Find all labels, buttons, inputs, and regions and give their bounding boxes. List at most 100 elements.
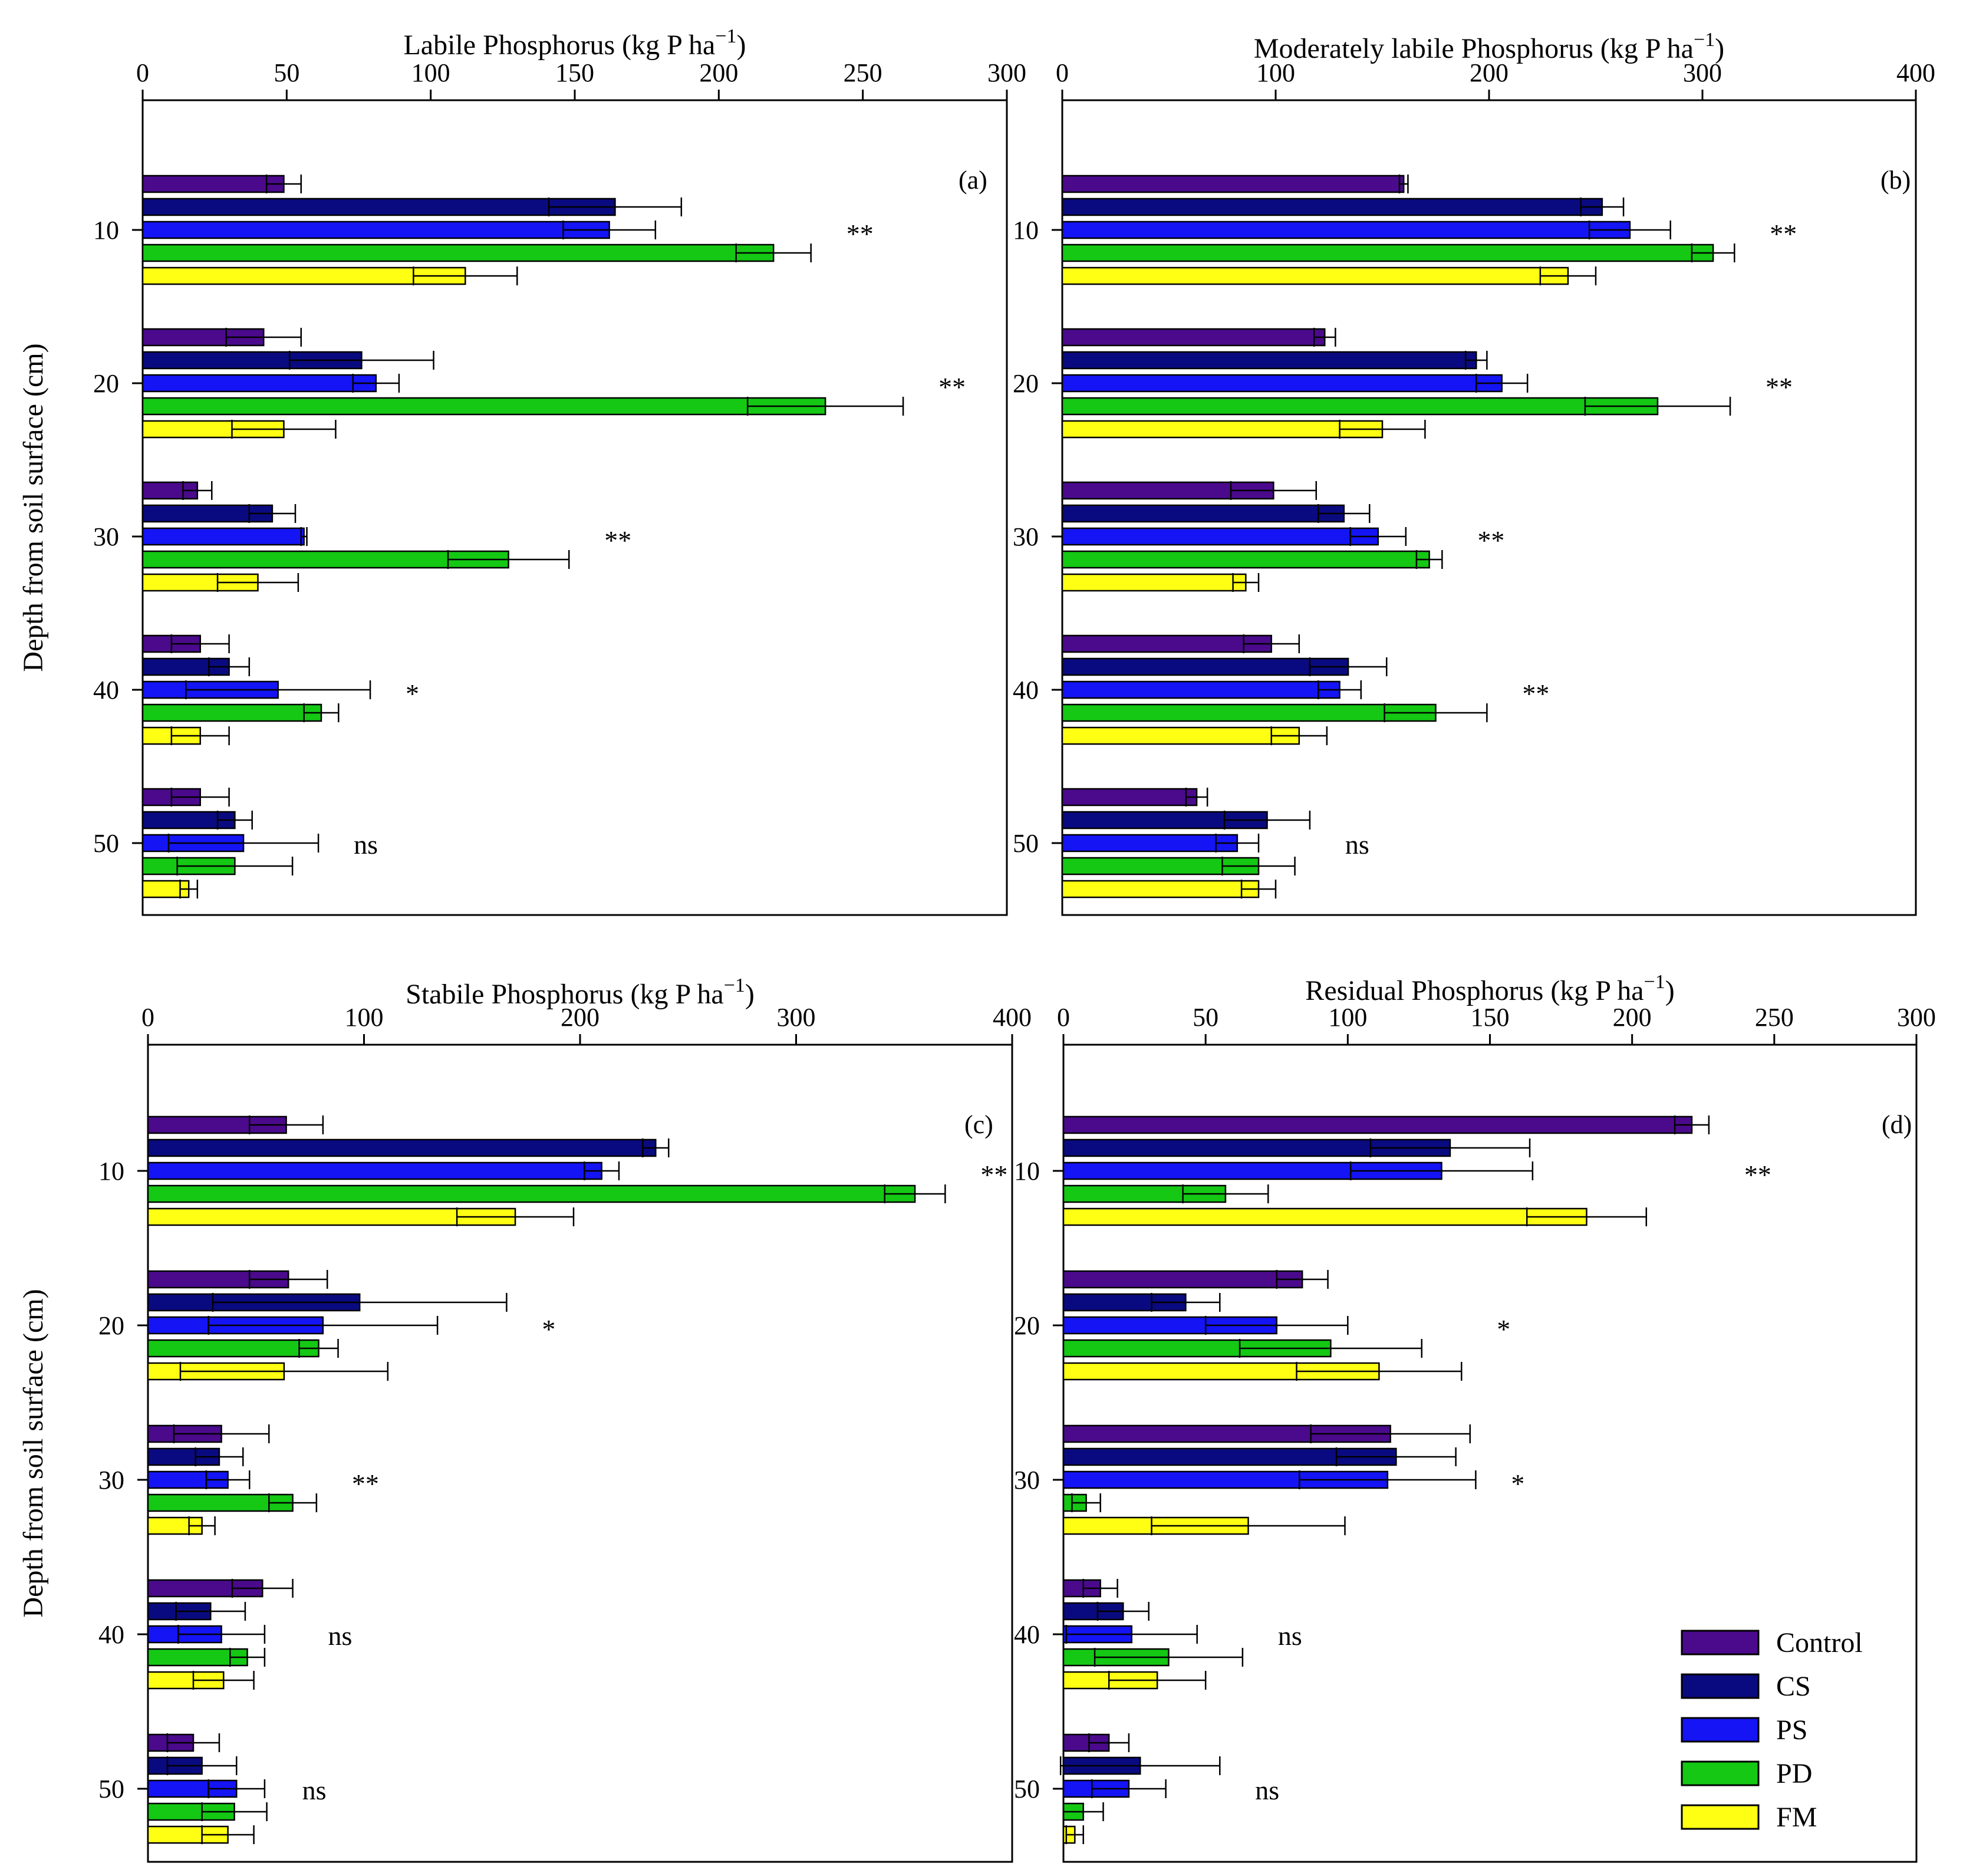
panel-d: Residual Phosphorus (kg P ha−1) (d) 0 50 1… (1014, 971, 1936, 1863)
panel-b-significance: ** (1477, 525, 1504, 555)
panel-b-ytick-label: 10 (1013, 216, 1039, 245)
panel-a-bar-ps-20 (141, 374, 377, 393)
panel-a-xtick-label: 100 (411, 58, 450, 87)
panel-b-bar-ps-30 (1061, 527, 1379, 546)
panel-d-significance: ** (1744, 1160, 1771, 1190)
panel-c-xtick-label: 200 (561, 1003, 600, 1032)
panel-c-ytick-label: 10 (98, 1157, 124, 1186)
panel-b-label: (b) (1880, 166, 1911, 195)
legend-swatch-ps (1681, 1717, 1760, 1743)
panel-b-bar-fm-40 (1061, 726, 1300, 745)
panel-d-bar-control-20 (1062, 1270, 1303, 1289)
panel-a-xtick-label: 250 (844, 58, 882, 87)
legend-swatch-control (1681, 1630, 1760, 1656)
panel-b-significance: ** (1522, 679, 1549, 709)
panel-c-ytick-label: 30 (98, 1466, 124, 1495)
panel-b-ytick-label: 20 (1013, 369, 1039, 398)
panel-b-bar-ps-10 (1061, 220, 1631, 239)
panel-b-bar-pd-40 (1061, 703, 1437, 722)
legend-swatch-pd (1681, 1760, 1760, 1786)
panel-d-xtick-label: 250 (1755, 1003, 1794, 1032)
panel-a-xtick-label: 50 (274, 58, 299, 87)
panel-d-xtick-label: 150 (1471, 1003, 1510, 1032)
panel-d-label: (d) (1882, 1110, 1912, 1139)
panel-d-xtick-label: 50 (1193, 1003, 1218, 1032)
panel-c-bar-pd-10 (147, 1184, 916, 1203)
panel-d-bar-control-10 (1062, 1115, 1693, 1134)
panel-a-bar-fm-10 (141, 266, 466, 285)
panel-d-bar-fm-10 (1062, 1207, 1587, 1226)
panel-b-bar-fm-30 (1061, 573, 1247, 592)
panel-a-xtick-label: 200 (699, 58, 738, 87)
panel-a-bar-pd-10 (141, 243, 775, 262)
panel-b-xtick-label: 300 (1683, 58, 1722, 87)
panel-a-significance: ** (604, 525, 631, 555)
legend-label-cs: CS (1776, 1671, 1811, 1702)
panel-d-significance: ns (1278, 1621, 1302, 1651)
panel-c-xtick-label: 400 (993, 1003, 1032, 1032)
panel-a-title: Labile Phosphorus (kg P ha−1) (403, 25, 746, 61)
panel-a-ytick-label: 50 (93, 829, 119, 858)
panel-c-significance: ** (352, 1469, 379, 1499)
panel-a-bar-ps-30 (141, 527, 305, 546)
panel-d-significance: ns (1255, 1775, 1279, 1805)
panel-a-ytick-label: 20 (93, 369, 119, 398)
panel-a-ytick-label: 40 (93, 676, 119, 705)
panel-c-ytick-label: 20 (98, 1311, 124, 1340)
panel-b: Moderately labile Phosphorus (kg P ha−1)… (1013, 29, 1935, 916)
panel-d-xtick-label: 100 (1328, 1003, 1367, 1032)
panel-a-ytick-label: 30 (93, 522, 119, 551)
panel-c-label: (c) (964, 1110, 993, 1139)
panel-b-xtick-label: 200 (1470, 58, 1509, 87)
legend-label-ps: PS (1776, 1714, 1807, 1746)
panel-b-bar-control-40 (1061, 634, 1273, 653)
panel-a-bar-cs-10 (141, 198, 616, 216)
y-axis-title-top: Depth from soil surface (cm) (18, 343, 49, 672)
legend-swatch-cs (1681, 1673, 1760, 1699)
panel-b-bar-fm-10 (1061, 266, 1569, 285)
panel-b-bar-cs-20 (1061, 351, 1477, 370)
panel-c-xtick-label: 100 (345, 1003, 384, 1032)
panel-c-bar-pd-20 (147, 1339, 320, 1358)
panel-d-xtick-label: 300 (1897, 1003, 1936, 1032)
panel-c-xtick-label: 300 (777, 1003, 816, 1032)
legend-label-fm: FM (1776, 1802, 1817, 1833)
panel-b-ytick-label: 40 (1013, 676, 1039, 705)
panel-b-ytick-label: 30 (1013, 522, 1039, 551)
legend-swatch-fm (1681, 1804, 1760, 1830)
panel-b-bar-cs-30 (1061, 504, 1345, 523)
panel-c-ytick-label: 40 (98, 1620, 124, 1649)
y-axis-title-bottom: Depth from soil surface (cm) (18, 1289, 49, 1617)
panel-b-bar-ps-40 (1061, 680, 1340, 699)
panel-d-significance: * (1511, 1469, 1524, 1499)
panel-c-bar-cs-10 (147, 1138, 657, 1157)
panel-c-ytick-label: 50 (98, 1775, 124, 1803)
panel-c-significance: * (542, 1314, 555, 1344)
panel-b-xtick-label: 100 (1256, 58, 1295, 87)
panel-b-bar-pd-10 (1061, 243, 1714, 262)
panel-a-ytick-label: 10 (93, 216, 119, 245)
panel-d-xtick-label: 200 (1613, 1003, 1652, 1032)
panel-b-significance: ns (1345, 830, 1369, 860)
legend-label-control: Control (1776, 1627, 1863, 1658)
panel-a-xtick-label: 300 (987, 58, 1026, 87)
panel-a-bar-pd-40 (141, 703, 322, 722)
panel-c-significance: ** (980, 1160, 1007, 1190)
panel-b-bar-ps-20 (1061, 374, 1503, 393)
panel-b-bar-ps-50 (1061, 834, 1239, 853)
panel-b-bar-pd-30 (1061, 550, 1430, 569)
panel-d-ytick-label: 40 (1014, 1620, 1040, 1649)
panel-b-bar-fm-50 (1061, 880, 1260, 898)
panel-c-xtick-label: 0 (141, 1003, 154, 1032)
panel-b-bar-control-50 (1061, 788, 1198, 807)
panel-b-significance: ** (1770, 219, 1797, 249)
panel-d-ytick-label: 20 (1014, 1311, 1040, 1340)
panel-d-xtick-label: 0 (1057, 1003, 1070, 1032)
panel-b-bar-cs-40 (1061, 657, 1349, 676)
panel-a-xtick-label: 0 (136, 58, 149, 87)
panel-c: Stabile Phosphorus (kg P ha−1) (c) 0 100 2… (98, 975, 1032, 1863)
panel-d-ytick-label: 30 (1014, 1466, 1040, 1495)
panel-a-bar-control-10 (141, 175, 285, 193)
panel-c-title: Stabile Phosphorus (kg P ha−1) (406, 975, 755, 1010)
panel-a-bar-ps-10 (141, 220, 610, 239)
